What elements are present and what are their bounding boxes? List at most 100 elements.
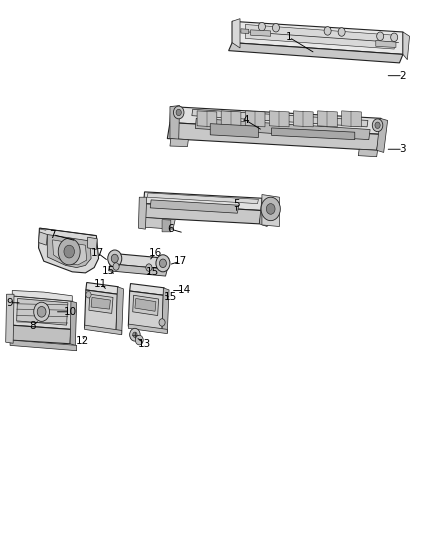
Circle shape (133, 332, 137, 337)
Polygon shape (293, 111, 313, 127)
Text: 3: 3 (399, 144, 406, 154)
Polygon shape (403, 32, 410, 60)
Polygon shape (251, 30, 271, 36)
Polygon shape (192, 109, 368, 127)
Polygon shape (245, 111, 265, 127)
Polygon shape (318, 111, 337, 127)
Polygon shape (130, 284, 164, 295)
Polygon shape (141, 204, 262, 224)
Circle shape (34, 302, 49, 321)
Circle shape (37, 306, 46, 317)
Polygon shape (138, 197, 147, 229)
Polygon shape (17, 298, 68, 325)
Polygon shape (85, 325, 122, 335)
Polygon shape (197, 111, 217, 127)
Polygon shape (272, 128, 355, 140)
Polygon shape (167, 123, 380, 150)
Polygon shape (88, 237, 97, 249)
Text: 12: 12 (76, 336, 89, 346)
Polygon shape (128, 324, 167, 334)
Polygon shape (39, 232, 47, 245)
Polygon shape (39, 228, 99, 273)
Polygon shape (210, 124, 258, 138)
Circle shape (258, 22, 265, 31)
Polygon shape (128, 291, 163, 330)
Polygon shape (53, 240, 87, 265)
Text: 7: 7 (49, 230, 56, 239)
Circle shape (173, 106, 184, 119)
Circle shape (156, 255, 170, 272)
Polygon shape (135, 298, 156, 311)
Text: 4: 4 (242, 115, 249, 125)
Text: 15: 15 (102, 266, 115, 276)
Circle shape (64, 245, 74, 258)
Circle shape (391, 33, 398, 42)
Circle shape (130, 328, 140, 341)
Circle shape (372, 119, 383, 132)
Text: 5: 5 (233, 199, 240, 208)
Text: 17: 17 (174, 256, 187, 266)
Text: 6: 6 (167, 224, 174, 234)
Polygon shape (12, 290, 72, 301)
Circle shape (324, 27, 331, 35)
Circle shape (146, 264, 152, 271)
Polygon shape (377, 118, 388, 152)
Polygon shape (85, 290, 117, 332)
Polygon shape (133, 295, 159, 316)
Circle shape (113, 263, 119, 270)
Text: 15: 15 (146, 267, 159, 277)
Polygon shape (195, 118, 370, 140)
Circle shape (58, 238, 80, 265)
Polygon shape (10, 340, 77, 351)
Polygon shape (232, 21, 403, 54)
Polygon shape (170, 139, 188, 147)
Polygon shape (11, 296, 72, 329)
Polygon shape (376, 41, 396, 47)
Polygon shape (162, 220, 171, 232)
Polygon shape (170, 107, 381, 134)
Circle shape (86, 292, 91, 298)
Polygon shape (10, 325, 71, 344)
Text: 9: 9 (6, 298, 13, 308)
Circle shape (108, 250, 122, 267)
Circle shape (338, 28, 345, 36)
Text: 2: 2 (399, 71, 406, 80)
Text: 15: 15 (164, 293, 177, 302)
Circle shape (176, 109, 181, 116)
Polygon shape (342, 111, 361, 127)
Polygon shape (162, 288, 169, 333)
Text: 17: 17 (91, 248, 104, 257)
Polygon shape (86, 282, 118, 294)
Polygon shape (245, 25, 394, 49)
Text: 10: 10 (64, 307, 77, 317)
Circle shape (266, 204, 275, 214)
Polygon shape (241, 29, 249, 34)
Polygon shape (89, 294, 113, 313)
Polygon shape (6, 294, 14, 343)
Text: 1: 1 (286, 33, 293, 42)
Circle shape (272, 23, 279, 32)
Polygon shape (170, 106, 180, 140)
Polygon shape (229, 43, 403, 63)
Polygon shape (109, 264, 167, 276)
Circle shape (135, 335, 143, 345)
Circle shape (377, 32, 384, 41)
Text: 14: 14 (177, 286, 191, 295)
Polygon shape (47, 235, 91, 268)
Polygon shape (269, 111, 289, 127)
Text: 16: 16 (149, 248, 162, 258)
Polygon shape (150, 200, 239, 213)
Circle shape (159, 259, 166, 268)
Text: 13: 13 (138, 339, 151, 349)
Circle shape (111, 254, 118, 263)
Text: 8: 8 (29, 321, 36, 331)
Polygon shape (259, 198, 271, 227)
Polygon shape (110, 253, 169, 269)
Polygon shape (262, 195, 279, 227)
Polygon shape (144, 192, 263, 211)
Circle shape (159, 319, 165, 326)
Circle shape (375, 122, 380, 128)
Circle shape (261, 197, 280, 221)
Text: 11: 11 (94, 279, 107, 288)
Polygon shape (142, 217, 175, 229)
